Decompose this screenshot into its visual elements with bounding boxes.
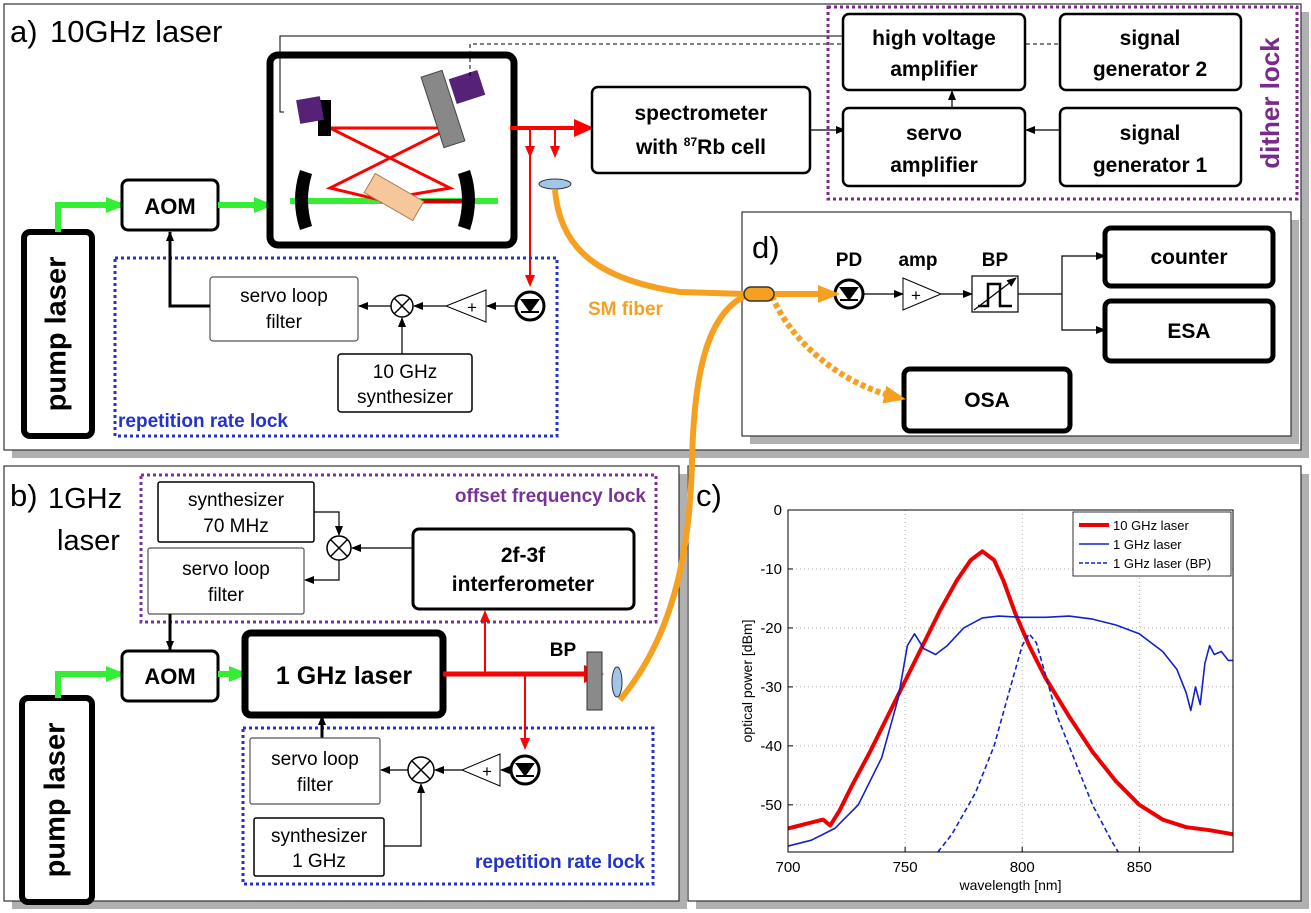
synth-70mhz-line2: 70 MHz — [203, 516, 268, 537]
y-tick-label: -20 — [760, 620, 782, 637]
legend-label: 1 GHz laser (BP) — [1113, 556, 1211, 571]
y-tick-label: -50 — [760, 797, 782, 814]
amplifier-a-plus: + — [467, 298, 477, 317]
synth-1ghz-line2: 1 GHz — [292, 851, 346, 872]
fiber-splitter — [744, 287, 774, 301]
panel-d-label: d) — [752, 230, 780, 265]
y-tick-label: -10 — [760, 561, 782, 578]
interferometer-line2: interferometer — [452, 573, 594, 596]
osa-label: OSA — [964, 389, 1010, 412]
legend-label: 10 GHz laser — [1113, 518, 1190, 533]
laser-1ghz-label: 1 GHz laser — [276, 662, 412, 690]
hv-amplifier-line1: high voltage — [872, 27, 996, 50]
servo-filter-b-top-line1: servo loop — [182, 559, 270, 580]
amplifier-d-plus: + — [911, 286, 921, 305]
offset-lock-label: offset frequency lock — [455, 486, 647, 507]
y-tick-label: -30 — [760, 679, 782, 696]
interferometer-line1: 2f-3f — [501, 544, 546, 567]
piezo-left — [296, 96, 324, 124]
spectrum-chart: 700 750 800 850 0 -10 -20 -30 -40 -50 wavelength [… — [739, 502, 1233, 893]
synth-1ghz-line1: synthesizer — [271, 826, 368, 847]
aom-a-label: AOM — [144, 194, 195, 219]
servo-filter-b-bottom-line1: servo loop — [271, 749, 359, 770]
panel-c-label: c) — [696, 478, 722, 513]
servo-filter-a-line1: servo loop — [240, 286, 328, 307]
signal-generator-2-line2: generator 2 — [1093, 58, 1207, 81]
panel-b-title-line1: 1GHz — [48, 483, 122, 515]
servo-filter-b-top-line2: filter — [208, 585, 245, 606]
legend-label: 1 GHz laser — [1113, 537, 1182, 552]
signal-generator-2-line1: signal — [1120, 27, 1181, 50]
rep-lock-a-label: repetition rate lock — [118, 411, 288, 432]
counter-label: counter — [1150, 246, 1227, 269]
servo-filter-b-bottom-line2: filter — [297, 775, 334, 796]
spectrometer-line2: with 87Rb cell — [635, 135, 766, 159]
spectrometer — [592, 87, 810, 173]
amp-label: amp — [898, 250, 937, 271]
signal-generator-1-line2: generator 1 — [1093, 154, 1208, 177]
aom-b-label: AOM — [144, 664, 195, 689]
panel-a-title: 10GHz laser — [50, 14, 222, 49]
fiber-coupler-lens-a — [539, 179, 571, 189]
synth-10ghz-line1: 10 GHz — [373, 362, 437, 383]
x-axis-label: wavelength [nm] — [959, 877, 1062, 893]
synth-10ghz-line2: synthesizer — [357, 387, 454, 408]
y-tick-label: -40 — [760, 738, 782, 755]
y-tick-label: 0 — [774, 502, 782, 519]
amplifier-b-plus: + — [482, 762, 492, 781]
bp-label-b: BP — [550, 640, 577, 661]
synth-70mhz-line1: synthesizer — [188, 490, 285, 511]
sm-fiber-label: SM fiber — [588, 299, 664, 320]
dither-lock-label: dither lock — [1255, 37, 1285, 169]
x-tick-label: 750 — [893, 859, 918, 876]
rep-lock-b-label: repetition rate lock — [475, 852, 645, 873]
y-axis-label: optical power [dBm] — [739, 620, 755, 743]
fiber-coupler-lens-b — [612, 667, 622, 697]
interferometer — [413, 529, 634, 609]
servo-amplifier-line1: servo — [906, 122, 962, 145]
spectrometer-line1: spectrometer — [634, 102, 767, 125]
bandpass-filter-b — [587, 652, 602, 710]
bp-label-d: BP — [982, 250, 1009, 271]
servo-amplifier-line2: amplifier — [890, 154, 978, 177]
signal-generator-1-line1: signal — [1120, 122, 1181, 145]
x-tick-label: 700 — [775, 859, 800, 876]
servo-filter-a-line2: filter — [266, 312, 303, 333]
pump-laser-b-label: pump laser — [40, 723, 72, 878]
pump-laser-a-label: pump laser — [41, 257, 73, 412]
panel-b-title-line2: laser — [57, 525, 120, 557]
pd-label: PD — [836, 250, 862, 271]
hv-amplifier-line2: amplifier — [890, 58, 978, 81]
panel-a-label: a) — [10, 14, 38, 49]
panel-b-label: b) — [10, 478, 38, 513]
esa-label: ESA — [1167, 320, 1210, 343]
x-tick-label: 800 — [1010, 859, 1035, 876]
x-tick-label: 850 — [1127, 859, 1152, 876]
